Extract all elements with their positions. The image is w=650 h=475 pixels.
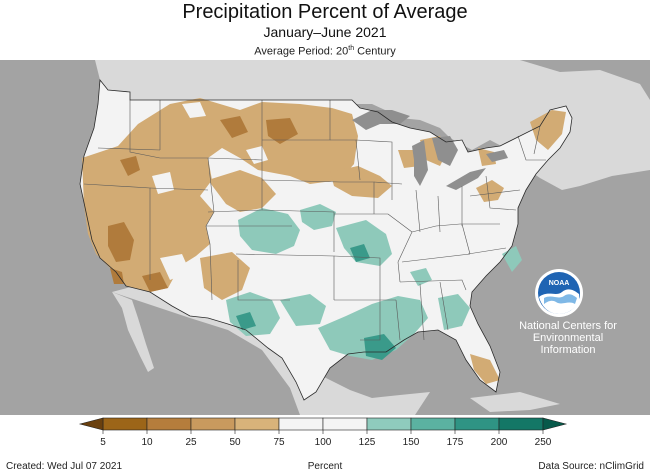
noaa-org-name: National Centers for Environmental Infor… xyxy=(508,320,628,356)
legend-high-arrow xyxy=(542,417,568,431)
legend-swatch xyxy=(278,417,324,431)
precipitation-map: NOAA xyxy=(0,60,650,415)
noaa-org-line-3: Information xyxy=(540,344,596,356)
noaa-wave-icon xyxy=(544,294,577,304)
legend-tick-label: 100 xyxy=(315,437,332,448)
created-date: Created: Wed Jul 07 2021 xyxy=(6,461,123,472)
noaa-logo: NOAA xyxy=(535,269,583,317)
legend-tick-label: 5 xyxy=(100,437,106,448)
legend-tick-label: 150 xyxy=(403,437,420,448)
canada-land xyxy=(95,60,650,190)
us-outline xyxy=(79,78,573,401)
data-source: Data Source: nClimGrid xyxy=(538,461,644,472)
map-subtitle: January–June 2021 xyxy=(263,24,387,40)
very-wet-regions xyxy=(236,244,396,360)
legend-swatch xyxy=(498,417,544,431)
noaa-org-line-1: National Centers for xyxy=(519,320,617,332)
legend-swatch xyxy=(102,417,148,431)
legend-tick-label: 50 xyxy=(229,437,241,448)
average-period: Average Period: 20th Century xyxy=(254,45,396,58)
legend-swatch xyxy=(454,417,500,431)
noaa-org-line-2: Environmental xyxy=(532,332,604,344)
lake-ontario xyxy=(486,150,508,162)
legend-tick-label: 125 xyxy=(359,437,376,448)
legend-swatch xyxy=(410,417,456,431)
legend-swatch xyxy=(190,417,236,431)
baja-land xyxy=(112,292,154,372)
legend-low-arrow xyxy=(78,417,104,431)
great-lakes xyxy=(352,110,508,190)
legend-swatch xyxy=(146,417,192,431)
legend-colorbar: 5 10 25 50 75 100 125 150 175 200 250 xyxy=(78,417,568,448)
very-dry-regions xyxy=(108,116,298,292)
lake-erie xyxy=(446,168,486,190)
cuba-land xyxy=(470,392,560,412)
legend-swatch xyxy=(366,417,412,431)
legend-tick-label: 200 xyxy=(491,437,508,448)
legend-units: Percent xyxy=(307,461,343,472)
lake-huron xyxy=(432,136,458,166)
legend-swatch xyxy=(234,417,280,431)
state-borders xyxy=(83,100,546,341)
legend-tick-label: 25 xyxy=(185,437,197,448)
dry-regions xyxy=(82,98,566,384)
legend-tick-label: 75 xyxy=(273,437,285,448)
map-title: Precipitation Percent of Average xyxy=(182,1,468,23)
legend-tick-label: 250 xyxy=(535,437,552,448)
legend-tick-label: 175 xyxy=(447,437,464,448)
lake-superior xyxy=(352,110,410,130)
legend-tick-label: 10 xyxy=(141,437,153,448)
lake-michigan xyxy=(412,140,428,186)
legend-swatch xyxy=(322,417,368,431)
noaa-logo-text: NOAA xyxy=(549,280,570,287)
wet-regions xyxy=(226,204,522,360)
